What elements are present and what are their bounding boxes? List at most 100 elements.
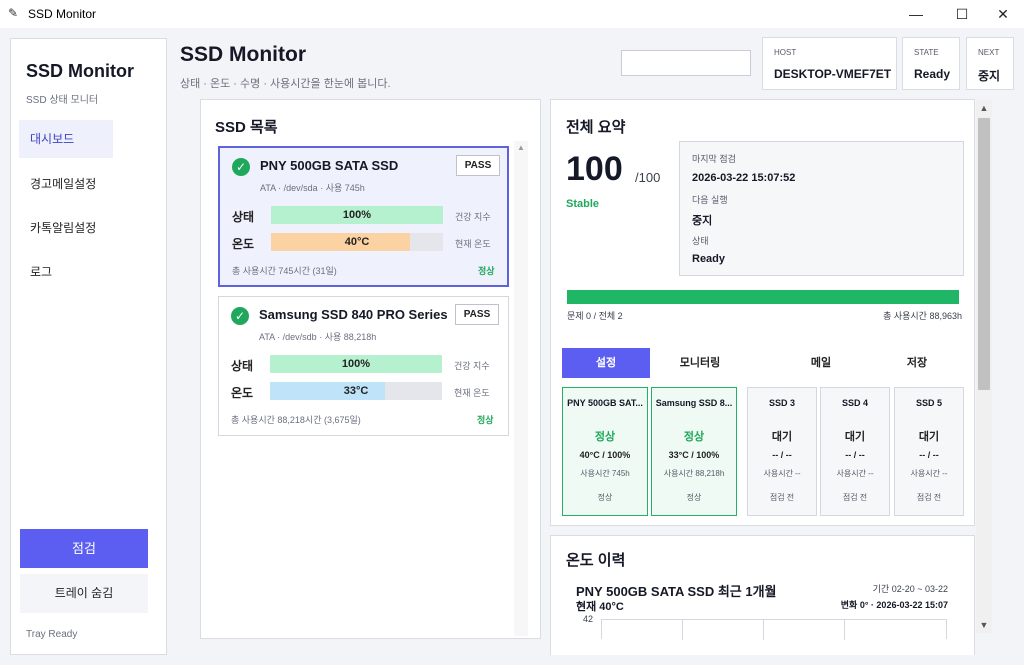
feather-icon: ✎: [8, 6, 19, 20]
slot-footer: 정상: [686, 493, 702, 502]
usage-footer: 총 사용시간 88,218시간 (3,675일): [231, 415, 361, 425]
ssd-card-sdb[interactable]: ✓ Samsung SSD 840 PRO Series PASS ATA · …: [218, 296, 509, 436]
tab-settings[interactable]: 설정: [562, 348, 650, 378]
temp-caption: 현재 온도: [454, 388, 490, 398]
temp-value: 33°C: [343, 385, 369, 397]
status-badge: 정상: [478, 266, 495, 276]
status-badge: 정상: [477, 415, 494, 425]
tab-monitoring[interactable]: 모니터링: [679, 357, 721, 369]
slot-usage: 사용시간 --: [910, 469, 948, 478]
ssd-slot-2[interactable]: Samsung SSD 8... 정상 33°C / 100% 사용시간 88,…: [651, 387, 737, 516]
next-box: NEXT 중지: [966, 37, 1014, 90]
last-check-label: 마지막 점검: [692, 154, 736, 164]
state-box: STATE Ready: [902, 37, 960, 90]
tab-mail[interactable]: 메일: [810, 357, 832, 369]
total-hours: 총 사용시간 88,963h: [883, 311, 962, 321]
scroll-up-icon[interactable]: ▲: [517, 143, 525, 152]
ssd-meta: ATA · /dev/sdb · 사용 88,218h: [259, 332, 377, 342]
health-label: 상태: [232, 210, 255, 224]
tab-save[interactable]: 저장: [906, 357, 928, 369]
slot-temp: 40°C / 100%: [579, 450, 631, 460]
sidebar-item-mail-settings[interactable]: 경고메일설정: [30, 177, 97, 191]
state-label: STATE: [914, 48, 939, 57]
tray-hide-button[interactable]: 트레이 숨김: [20, 574, 148, 613]
scroll-down-icon[interactable]: ▼: [979, 620, 989, 630]
history-current-temp: 현재 40°C: [576, 601, 624, 613]
temp-history-panel: 온도 이력 PNY 500GB SATA SSD 최근 1개월 현재 40°C …: [550, 535, 975, 655]
slot-state: 정상: [683, 431, 705, 443]
ssd-name: Samsung SSD 840 PRO Series: [259, 307, 448, 322]
next-run-value: 중지: [692, 215, 713, 227]
health-label: 상태: [231, 359, 254, 373]
ssd-slot-1[interactable]: PNY 500GB SAT... 정상 40°C / 100% 사용시간 745…: [562, 387, 648, 516]
slot-name: Samsung SSD 8...: [655, 398, 733, 408]
window-title: SSD Monitor: [28, 7, 97, 21]
health-value: 100%: [342, 209, 372, 221]
ssd-slot-4[interactable]: SSD 4 대기 -- / -- 사용시간 -- 점검 전: [820, 387, 890, 516]
main-scrollbar[interactable]: ▲ ▼: [976, 100, 992, 633]
pass-badge: PASS: [456, 155, 500, 176]
ssd-slot-3[interactable]: SSD 3 대기 -- / -- 사용시간 -- 점검 전: [747, 387, 817, 516]
temp-history-title: 온도 이력: [566, 552, 626, 569]
slot-state: 대기: [918, 431, 940, 443]
slot-footer: 정상: [597, 493, 613, 502]
slot-state: 정상: [594, 431, 616, 443]
slot-footer: 점검 전: [916, 493, 942, 502]
temp-bar: 40°C: [271, 233, 443, 251]
scroll-up-icon[interactable]: ▲: [979, 103, 989, 113]
temp-label: 온도: [231, 386, 254, 400]
health-score: 100: [566, 150, 623, 188]
history-chart-title: PNY 500GB SATA SSD 최근 1개월: [576, 584, 777, 599]
slot-name: SSD 3: [768, 398, 795, 408]
health-caption: 건강 지수: [454, 361, 490, 371]
minimize-button[interactable]: —: [909, 6, 923, 22]
ssd-list-scrollbar[interactable]: ▲: [514, 141, 528, 636]
slot-footer: 점검 전: [842, 493, 868, 502]
sidebar-item-dashboard[interactable]: 대시보드: [19, 120, 113, 158]
check-circle-icon: ✓: [232, 158, 250, 176]
summary-panel: 전체 요약 100 /100 Stable 마지막 점검 2026-03-22 …: [550, 99, 975, 526]
slot-state: 대기: [771, 431, 793, 443]
slot-temp: -- / --: [772, 450, 792, 460]
usage-footer: 총 사용시간 745시간 (31일): [232, 266, 337, 276]
scroll-thumb[interactable]: [978, 118, 990, 390]
health-score-max: /100: [635, 170, 661, 185]
temp-value: 40°C: [344, 236, 370, 248]
search-input[interactable]: [621, 50, 751, 76]
ssd-card-sda[interactable]: ✓ PNY 500GB SATA SSD PASS ATA · /dev/sda…: [218, 146, 509, 287]
next-run-label: 다음 실행: [692, 195, 728, 205]
ssd-slot-5[interactable]: SSD 5 대기 -- / -- 사용시간 -- 점검 전: [894, 387, 964, 516]
state-value: Ready: [914, 67, 951, 81]
page-title: SSD Monitor: [180, 43, 306, 66]
health-value: 100%: [341, 358, 371, 370]
issues-count: 문제 0 / 전체 2: [567, 311, 623, 321]
ssd-list-panel: SSD 목록 ✓ PNY 500GB SATA SSD PASS ATA · /…: [200, 99, 541, 639]
slot-temp: -- / --: [845, 450, 865, 460]
host-label: HOST: [774, 48, 797, 57]
tray-status: Tray Ready: [26, 629, 78, 640]
last-check-value: 2026-03-22 15:07:52: [692, 172, 796, 184]
sidebar-subtitle: SSD 상태 모니터: [26, 95, 99, 106]
pass-badge: PASS: [455, 304, 499, 325]
health-bar: 100%: [271, 206, 443, 224]
sidebar-title: SSD Monitor: [26, 61, 134, 81]
state-value: Ready: [692, 253, 726, 265]
slot-usage: 사용시간 745h: [580, 469, 630, 478]
host-value: DESKTOP-VMEF7ET: [774, 67, 892, 81]
close-button[interactable]: ✕: [997, 6, 1009, 22]
slot-temp: -- / --: [919, 450, 939, 460]
sidebar-item-kakao-settings[interactable]: 카톡알림설정: [30, 221, 97, 235]
sidebar-item-log[interactable]: 로그: [30, 265, 53, 279]
check-button[interactable]: 점검: [20, 529, 148, 568]
history-chart-grid: [601, 619, 947, 640]
check-circle-icon: ✓: [231, 307, 249, 325]
slot-footer: 점검 전: [769, 493, 795, 502]
page-subtitle: 상태 · 온도 · 수명 · 사용시간을 한눈에 봅니다.: [180, 78, 391, 90]
maximize-button[interactable]: ☐: [955, 6, 969, 22]
slot-usage: 사용시간 88,218h: [663, 469, 725, 478]
slot-name: SSD 4: [841, 398, 868, 408]
slot-temp: 33°C / 100%: [668, 450, 720, 460]
history-y-tick: 42: [583, 614, 594, 624]
state-label: 상태: [692, 236, 709, 246]
history-range: 기간 02-20 ~ 03-22: [872, 584, 948, 594]
